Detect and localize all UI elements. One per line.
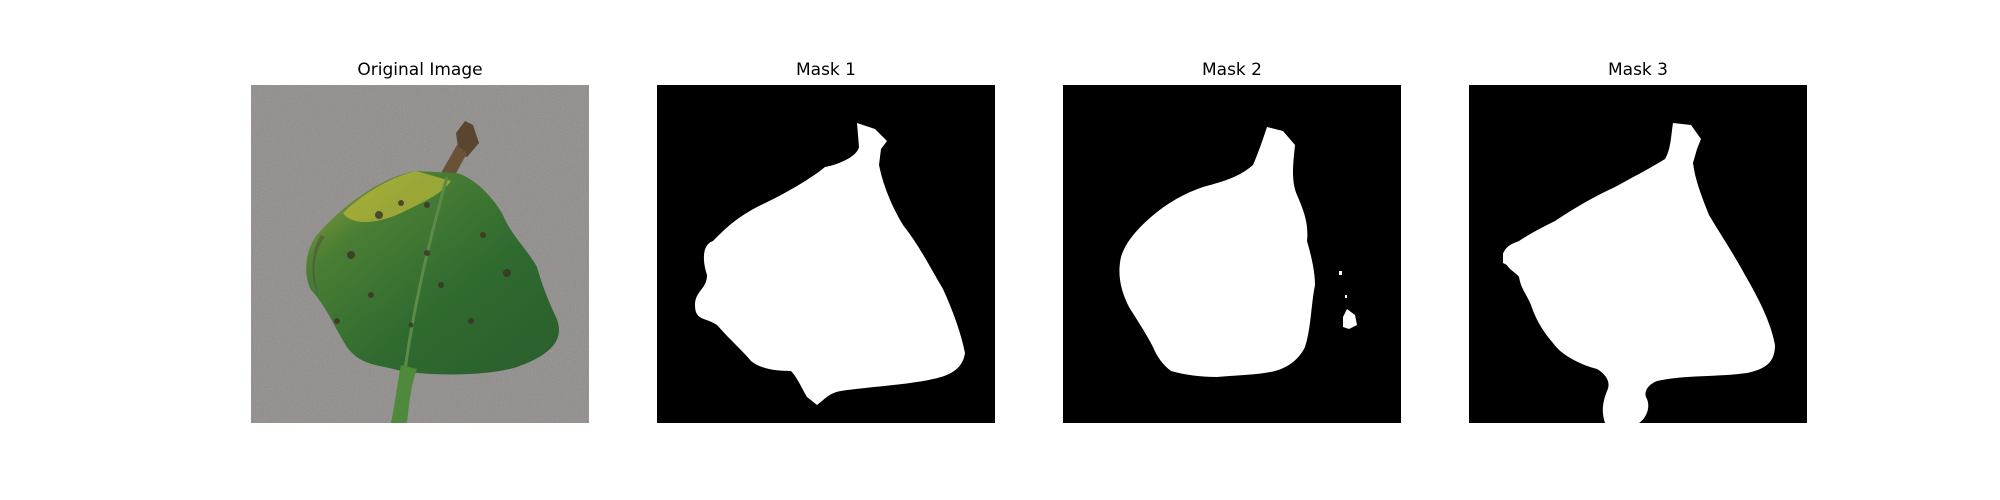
panel-title-mask-1: Mask 1 (657, 58, 995, 82)
mask-2-image (1063, 85, 1401, 423)
original-image-panel: Original Image (251, 58, 589, 424)
original-leaf-image (251, 85, 589, 423)
mask-2-panel: Mask 2 (1063, 58, 1401, 424)
mask-3-panel: Mask 3 (1469, 58, 1807, 424)
panel-title-mask-2: Mask 2 (1063, 58, 1401, 82)
panel-title-mask-3: Mask 3 (1469, 58, 1807, 82)
mask-1-panel: Mask 1 (657, 58, 995, 424)
panel-title-original: Original Image (251, 58, 589, 82)
mask-3-image (1469, 85, 1807, 423)
mask-1-image (657, 85, 995, 423)
